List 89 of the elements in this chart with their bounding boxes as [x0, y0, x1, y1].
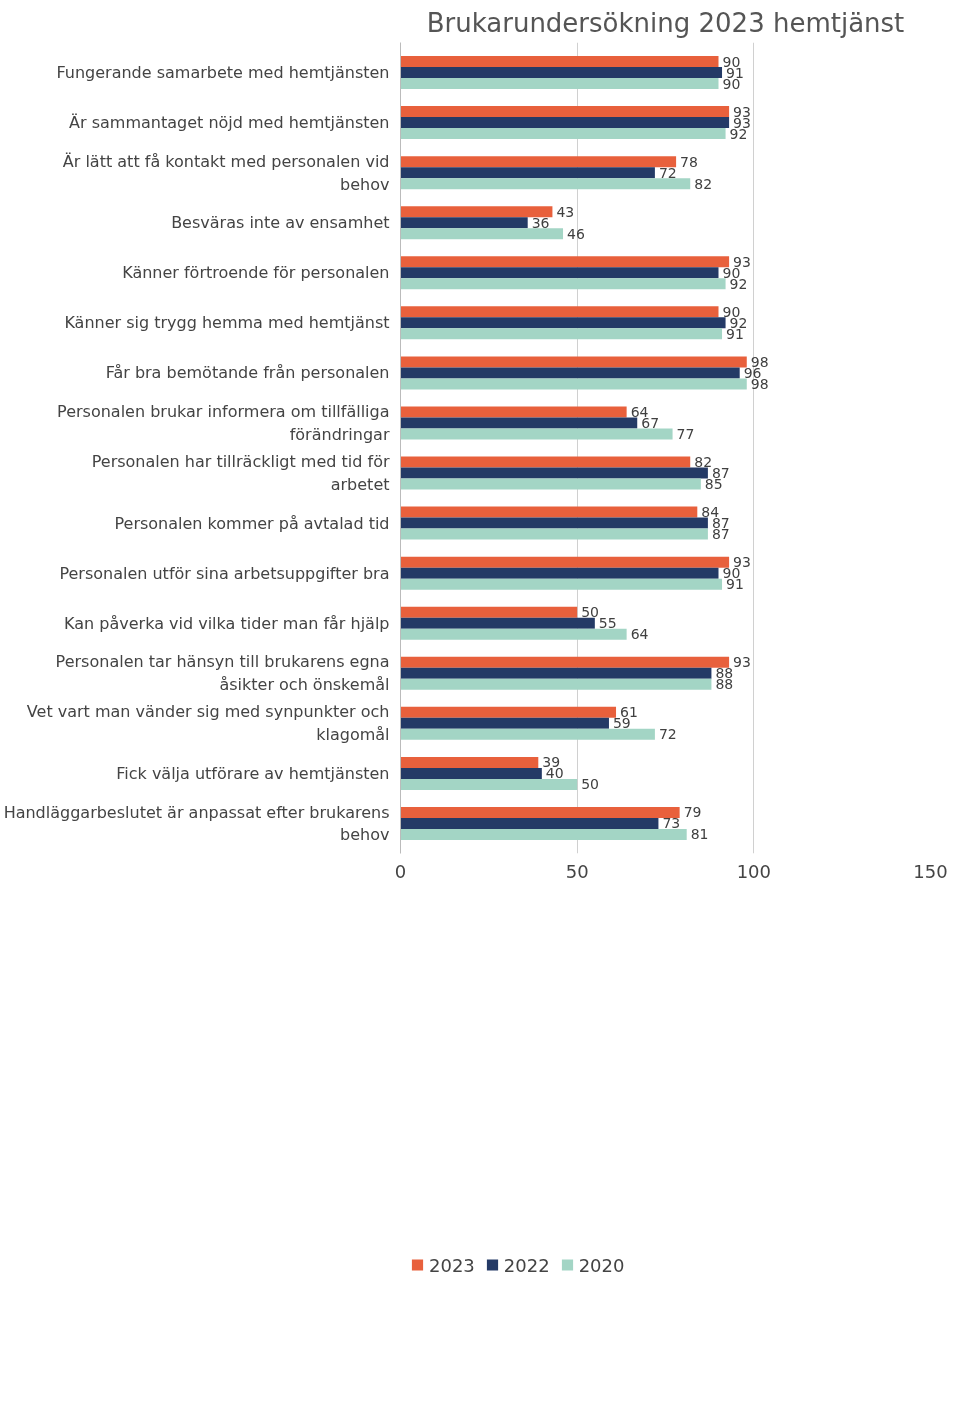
bar	[400, 278, 726, 290]
bar	[400, 256, 730, 268]
data-label: 78	[680, 153, 698, 170]
bar	[400, 528, 708, 540]
bar	[400, 478, 701, 490]
y-tick-label: Känner förtroende för personalen	[122, 263, 390, 283]
y-tick-label: Personalen tar hänsyn till brukarens egna åsikter och önskemål	[55, 652, 390, 695]
bar	[400, 806, 680, 818]
y-tick-label: Personalen brukar informera om tillfälliga förändringar	[57, 402, 390, 444]
legend-label: 2023	[429, 1254, 475, 1276]
data-label: 93	[733, 654, 751, 671]
y-tick-label: Känner sig trygg hemma med hemtjänst	[64, 313, 390, 333]
bar	[400, 767, 542, 779]
bar	[400, 428, 673, 440]
y-tick-label: Är lätt att få kontakt med personalen vid behov	[62, 151, 390, 194]
data-label: 43	[556, 203, 575, 220]
data-label: 82	[694, 454, 713, 471]
bar	[400, 106, 730, 118]
bar	[400, 656, 730, 668]
bar	[400, 367, 740, 379]
x-tick-label: 50	[565, 860, 589, 882]
bar	[400, 728, 655, 740]
data-label: 72	[658, 164, 677, 181]
bar	[400, 667, 712, 679]
data-label: 36	[531, 214, 550, 231]
y-tick-label: Besväras inte av ensamhet	[171, 213, 390, 233]
bar	[400, 617, 595, 629]
data-label: 82	[694, 175, 713, 192]
chart-title: Brukarundersökning 2023 hemtjänst	[426, 7, 905, 38]
y-tick-label: Fick välja utförare av hemtjänsten	[116, 763, 390, 783]
y-tick-label: Vet vart man vänder sig med synpunkter och klagomål	[26, 702, 390, 745]
bar	[400, 456, 691, 468]
y-tick-label: Kan påverka vid vilka tider man får hjälp	[64, 613, 390, 633]
bar	[400, 167, 655, 179]
y-tick-label: Fungerande samarbete med hemtjänsten	[56, 63, 390, 83]
y-tick-label: Personalen har tillräckligt med tid för arbetet	[91, 452, 390, 494]
bar	[400, 828, 687, 840]
bar	[400, 517, 708, 529]
bar	[400, 556, 730, 568]
bar	[400, 706, 617, 718]
bar	[400, 567, 719, 579]
bar	[400, 678, 712, 690]
bar	[400, 606, 578, 618]
data-label: 72	[658, 726, 677, 743]
bar	[400, 628, 627, 640]
bar	[400, 506, 698, 518]
bar	[400, 78, 719, 90]
x-tick-label: 150	[913, 860, 948, 882]
bar	[400, 317, 726, 329]
data-label: 55	[598, 615, 617, 632]
data-label: 77	[676, 425, 695, 442]
data-label: 64	[630, 626, 649, 643]
bar	[400, 406, 627, 418]
data-label: 46	[567, 225, 585, 242]
bar	[400, 267, 719, 279]
bar	[400, 228, 564, 240]
bar	[400, 378, 747, 390]
data-label: 81	[690, 826, 709, 843]
y-tick-label: Personalen kommer på avtalad tid	[114, 513, 390, 533]
bar	[400, 178, 691, 190]
bar	[400, 56, 719, 68]
legend-label: 2022	[503, 1254, 550, 1276]
bar	[400, 117, 730, 129]
bar	[400, 128, 726, 140]
data-label: 50	[581, 604, 599, 621]
x-tick-label: 0	[394, 860, 407, 882]
y-tick-label: Är sammantaget nöjd med hemtjänsten	[69, 113, 390, 133]
y-tick-label: Får bra bemötande från personalen	[105, 363, 390, 383]
y-tick-label: Personalen utför sina arbetsuppgifter bra	[59, 563, 390, 583]
data-label: 73	[662, 815, 681, 832]
bar	[400, 156, 677, 168]
bar	[400, 817, 659, 829]
bar	[400, 578, 723, 590]
data-label: 79	[683, 804, 702, 821]
y-tick-label: Handläggarbeslutet är anpassat efter brukarens behov	[3, 802, 390, 845]
x-tick-label: 100	[736, 860, 772, 882]
bar	[400, 717, 609, 729]
bar	[400, 467, 708, 479]
bar	[400, 67, 723, 79]
data-label: 50	[581, 776, 599, 793]
bar	[400, 756, 539, 768]
legend-label: 2020	[578, 1254, 625, 1276]
bar	[400, 417, 638, 429]
bar	[400, 328, 723, 340]
bar	[400, 217, 528, 229]
bar	[400, 206, 553, 218]
bar	[400, 356, 747, 368]
bar	[400, 306, 719, 318]
bar	[400, 778, 578, 790]
